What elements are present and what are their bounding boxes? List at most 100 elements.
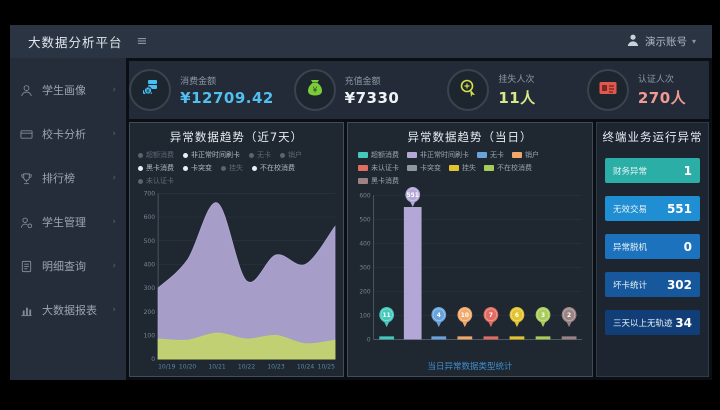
svg-text:200: 200 bbox=[144, 309, 156, 316]
bar-value-balloon: 7 bbox=[483, 307, 499, 328]
svg-text:300: 300 bbox=[359, 264, 370, 271]
chevron-down-icon: ▾ bbox=[691, 37, 696, 46]
legend-label: 未认证卡 bbox=[371, 164, 399, 172]
sidebar-item-document[interactable]: 明细查询 › bbox=[10, 244, 126, 288]
stat-label: 财务异常 bbox=[613, 166, 648, 177]
sidebar-nav: 学生画像 › 校卡分析 › 排行榜 › 学生管理 › 明细查询 › 大数据报表 › bbox=[10, 58, 126, 380]
stat-row[interactable]: 坏卡统计 302 bbox=[605, 272, 700, 297]
kpi-icon-ring bbox=[447, 69, 490, 111]
legend-label: 挂失 bbox=[462, 164, 476, 172]
area-chart-wrap: 0 100 200 300 400 500 600 700 10/19 10/20 10/21 10/… bbox=[130, 186, 343, 376]
svg-text:200: 200 bbox=[359, 288, 370, 295]
svg-text:10/21: 10/21 bbox=[208, 364, 225, 371]
svg-text:2: 2 bbox=[567, 312, 571, 319]
kpi-card[interactable]: 挂失人次 11人 bbox=[419, 69, 564, 111]
kpi-value: 11人 bbox=[498, 89, 536, 107]
legend-item[interactable]: 不在校消费 bbox=[252, 163, 295, 173]
legend-item[interactable]: 未认证卡 bbox=[358, 163, 399, 173]
legend-item[interactable]: 未认证卡 bbox=[138, 176, 174, 186]
id-card-icon bbox=[597, 77, 619, 103]
svg-text:500: 500 bbox=[144, 238, 156, 245]
stat-value: 1 bbox=[683, 163, 692, 178]
svg-text:6: 6 bbox=[515, 312, 519, 319]
legend-item[interactable]: 无卡 bbox=[249, 150, 271, 160]
stat-label: 异常脱机 bbox=[613, 242, 648, 253]
legend-label: 销户 bbox=[525, 151, 539, 159]
legend-item[interactable]: 销户 bbox=[280, 150, 302, 160]
card-icon bbox=[20, 127, 34, 141]
legend-item[interactable]: 非正常时间刷卡 bbox=[407, 150, 469, 160]
bar-value-balloon: 3 bbox=[535, 307, 551, 328]
kpi-text: 认证人次 270人 bbox=[638, 72, 686, 108]
stat-row[interactable]: 财务异常 1 bbox=[605, 158, 700, 183]
svg-text:551: 551 bbox=[407, 192, 419, 199]
sidebar-item-label: 排行榜 bbox=[42, 172, 75, 185]
kpi-label: 挂失人次 bbox=[498, 75, 535, 85]
bar-value-balloon: 2 bbox=[561, 307, 577, 328]
legend-dot-icon bbox=[183, 152, 188, 158]
bar-chart-caption-link[interactable]: 当日异常数据类型统计 bbox=[427, 362, 513, 372]
bar-value-balloon: 551 bbox=[405, 187, 421, 208]
bar-chart[interactable]: 0 100 200 300 400 500 600 11 551 4 10 7 6 3 2 bbox=[352, 187, 588, 358]
sidebar-item-user[interactable]: 学生画像 › bbox=[10, 68, 126, 112]
legend-swatch-icon bbox=[484, 165, 494, 171]
weekly-trend-legend: 超额消费 非正常时间刷卡 无卡 销户黑卡消费 卡突变 挂失 不在校消费未认证卡 bbox=[130, 148, 343, 186]
moneybag-icon: ¥ bbox=[304, 77, 326, 103]
svg-text:0: 0 bbox=[367, 336, 371, 343]
kpi-label: 充值金额 bbox=[344, 76, 381, 87]
legend-item[interactable]: 不在校消费 bbox=[484, 163, 532, 173]
legend-dot-icon bbox=[221, 165, 226, 171]
stat-row[interactable]: 三天以上无轨迹 34 bbox=[605, 310, 700, 335]
kpi-card[interactable]: ¥ 充值金额 ¥7330 bbox=[274, 69, 419, 111]
kpi-icon-ring bbox=[586, 69, 629, 111]
svg-text:400: 400 bbox=[359, 240, 370, 247]
svg-text:100: 100 bbox=[144, 332, 156, 339]
legend-item[interactable]: 无卡 bbox=[477, 150, 504, 160]
legend-dot-icon bbox=[249, 152, 254, 158]
legend-item[interactable]: 黑卡消费 bbox=[138, 163, 174, 173]
hand-click-icon bbox=[457, 77, 479, 103]
sidebar-item-trophy[interactable]: 排行榜 › bbox=[10, 156, 126, 200]
stat-value: 34 bbox=[675, 315, 692, 330]
legend-dot-icon bbox=[183, 165, 188, 171]
legend-item[interactable]: 卡突变 bbox=[407, 163, 441, 173]
legend-swatch-icon bbox=[477, 152, 487, 158]
legend-item[interactable]: 挂失 bbox=[449, 163, 476, 173]
chevron-right-icon: › bbox=[112, 129, 116, 139]
sidebar-item-label: 明细查询 bbox=[42, 260, 86, 273]
menu-collapse-icon[interactable]: ≡ bbox=[136, 34, 148, 49]
sidebar-item-card[interactable]: 校卡分析 › bbox=[10, 112, 126, 156]
kpi-card[interactable]: ¥ 消费金额 ¥12709.42 bbox=[129, 69, 274, 111]
area-chart[interactable]: 0 100 200 300 400 500 600 700 10/19 10/20 10/21 10/… bbox=[134, 187, 339, 374]
legend-item[interactable]: 非正常时间刷卡 bbox=[183, 150, 240, 160]
weekly-trend-title: 异常数据趋势（近7天） bbox=[169, 130, 304, 144]
legend-item[interactable]: 挂失 bbox=[221, 163, 243, 173]
svg-text:700: 700 bbox=[144, 190, 156, 197]
stat-row[interactable]: 异常脱机 0 bbox=[605, 234, 700, 259]
daily-trend-title: 异常数据趋势（当日） bbox=[407, 130, 533, 144]
stat-value: 0 bbox=[683, 239, 692, 254]
kpi-card[interactable]: 认证人次 270人 bbox=[564, 69, 709, 111]
legend-item[interactable]: 超额消费 bbox=[138, 150, 174, 160]
legend-swatch-icon bbox=[407, 152, 417, 158]
stat-row[interactable]: 无效交易 551 bbox=[605, 196, 700, 221]
svg-text:¥: ¥ bbox=[312, 86, 317, 95]
sidebar-item-label: 校卡分析 bbox=[42, 128, 86, 141]
user-menu[interactable]: 演示账号 ▾ bbox=[626, 33, 712, 50]
legend-swatch-icon bbox=[407, 165, 417, 171]
bar-value-balloon: 4 bbox=[431, 307, 447, 328]
legend-item[interactable]: 卡突变 bbox=[183, 163, 212, 173]
legend-label: 未认证卡 bbox=[146, 177, 174, 185]
app-body: 学生画像 › 校卡分析 › 排行榜 › 学生管理 › 明细查询 › 大数据报表 › ¥ 消费金额 ¥127… bbox=[10, 58, 712, 380]
legend-item[interactable]: 超额消费 bbox=[358, 150, 399, 160]
sidebar-item-report[interactable]: 大数据报表 › bbox=[10, 288, 126, 332]
legend-item[interactable]: 销户 bbox=[512, 150, 539, 160]
user-name: 演示账号 bbox=[644, 36, 687, 48]
kpi-icon-ring: ¥ bbox=[293, 69, 336, 111]
weekly-trend-panel: 异常数据趋势（近7天） 超额消费 非正常时间刷卡 无卡 销户黑卡消费 卡突变 挂失 不在校消… bbox=[129, 122, 344, 377]
stat-value: 551 bbox=[666, 201, 692, 216]
legend-item[interactable]: 黑卡消费 bbox=[358, 176, 399, 186]
legend-dot-icon bbox=[252, 165, 257, 171]
legend-label: 卡突变 bbox=[191, 164, 212, 172]
sidebar-item-user-gear[interactable]: 学生管理 › bbox=[10, 200, 126, 244]
